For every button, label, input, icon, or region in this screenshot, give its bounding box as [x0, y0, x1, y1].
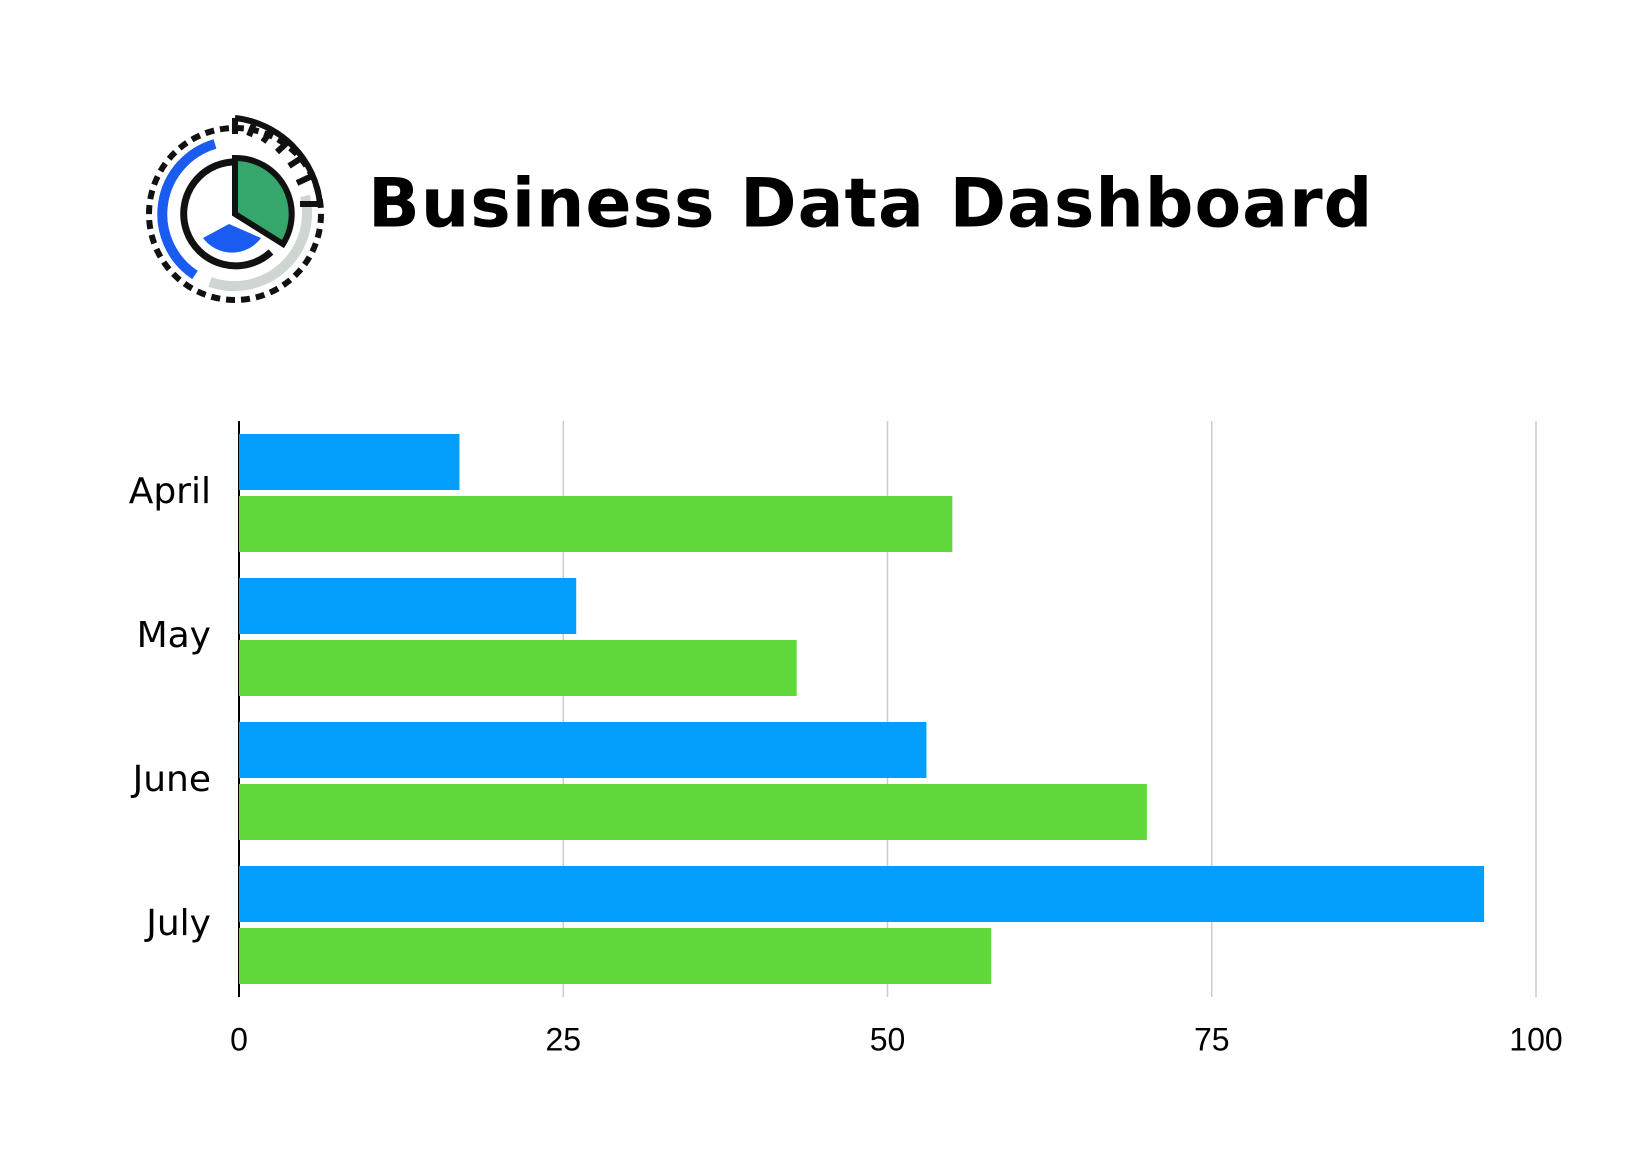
bar [239, 496, 953, 552]
x-tick-label: 0 [230, 1021, 248, 1057]
logo [146, 115, 324, 303]
y-tick-label: June [131, 759, 211, 800]
bar [239, 722, 927, 778]
x-tick-label: 50 [870, 1021, 906, 1057]
bar [239, 578, 577, 634]
y-tick-label: July [144, 903, 211, 944]
x-tick-label: 75 [1194, 1021, 1230, 1057]
y-tick-label: May [137, 615, 211, 656]
bar [239, 784, 1147, 840]
title: Business Data Dashboard [368, 165, 1373, 244]
bar [239, 640, 797, 696]
bar [239, 928, 992, 984]
bar [239, 434, 460, 490]
y-tick-label: April [129, 471, 211, 512]
bar [239, 866, 1485, 922]
x-tick-label: 25 [545, 1021, 581, 1057]
x-tick-label: 100 [1509, 1021, 1562, 1057]
